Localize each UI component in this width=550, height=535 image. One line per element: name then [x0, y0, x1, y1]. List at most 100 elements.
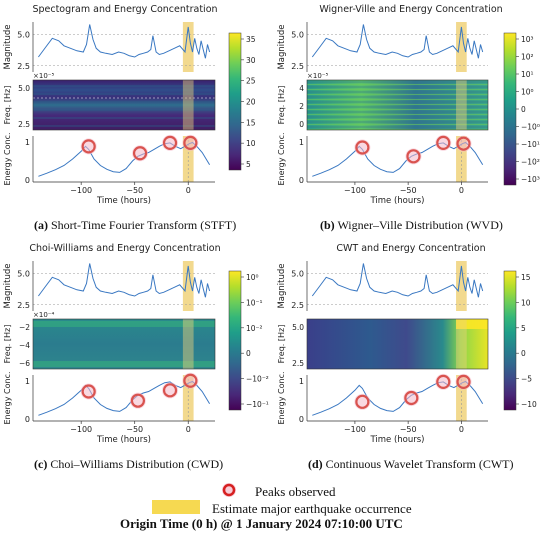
caption-a-text: Short-Time Fourier Transform (STFT) [48, 218, 237, 232]
x-tick-label: 0 [186, 186, 191, 195]
magnitude-tick-label: 2.5 [17, 301, 30, 310]
peak-marker [162, 383, 178, 398]
magnitude-ylabel: Magnitude [3, 24, 13, 69]
magnitude-ylabel: Magnitude [3, 263, 13, 308]
caption-a: (a) Short-Time Fourier Transform (STFT) [34, 218, 236, 233]
estimate-band [182, 136, 194, 182]
estimate-band [456, 261, 467, 311]
colorbar-tick-label: −5 [521, 375, 532, 384]
spectrogram [33, 80, 215, 130]
colorbar-tick-label: −10⁻² [246, 375, 269, 384]
spectrogram-frame [32, 318, 216, 370]
energy-ylabel: Energy Conc. [3, 132, 12, 185]
spectrogram [33, 319, 215, 369]
energy-tick-label: 0 [25, 176, 30, 185]
frequency-tick-label: 5.0 [18, 84, 30, 93]
x-axis-label: Time (hours) [96, 435, 151, 445]
colorbar [503, 270, 517, 411]
frequency-tick-label: 2 [299, 102, 304, 111]
colorbar [228, 270, 242, 411]
frequency-tick-label: 2.5 [292, 359, 304, 368]
peak-marker [436, 374, 451, 389]
frequency-ylabel: Freq. [Hz] [277, 86, 286, 125]
caption-c-text: Choi–Williams Distribution (CWD) [47, 457, 224, 471]
caption-d-text: Continuous Wavelet Transform (CWT) [322, 457, 514, 471]
caption-a-letter: (a) [34, 218, 48, 232]
magnitude-line [37, 263, 211, 298]
x-tick-label: −100 [344, 186, 366, 195]
frequency-exponent: ×10⁻⁵ [33, 72, 54, 80]
energy-tick-label: 0 [299, 176, 304, 185]
energy-tick-label: 1 [299, 377, 304, 386]
peak-marker [404, 390, 419, 406]
estimate-band [182, 22, 194, 72]
spectrogram-band [33, 321, 215, 327]
panel-stft: Spectogram and Energy Concentration 2.5 5.… [3, 4, 256, 206]
estimate-band [182, 261, 194, 311]
caption-d: (d) Continuous Wavelet Transform (CWT) [308, 457, 513, 472]
colorbar-tick-label: 10⁰ [521, 88, 534, 97]
frequency-exponent: ×10⁻⁴ [33, 311, 54, 319]
x-tick-label: 0 [459, 186, 464, 195]
colorbar-tick-label: −10⁰ [521, 123, 540, 132]
colorbar-tick-label: 10⁰ [246, 273, 259, 282]
magnitude-line [37, 24, 211, 59]
peak-marker [81, 139, 96, 154]
energy-ylabel: Energy Conc. [277, 132, 286, 185]
frequency-tick-label: −4 [19, 341, 30, 350]
colorbar-tick-label: 15 [246, 118, 256, 127]
peak-marker [132, 146, 148, 161]
x-axis-label: Time (hours) [96, 196, 151, 206]
estimate-band [182, 375, 194, 421]
energy-ylabel: Energy Conc. [277, 371, 286, 424]
frequency-ylabel: Freq. [Hz] [3, 86, 12, 125]
colorbar-tick-label: 0 [521, 105, 526, 114]
caption-b-text: Wigner–Ville Distribution (WVD) [334, 218, 503, 232]
estimate-band [456, 319, 467, 369]
origin-time-label: Origin Time (0 h) @ 1 January 2024 07:10… [120, 516, 403, 531]
peak-marker [162, 135, 178, 150]
spectrogram-frame [306, 79, 489, 131]
colorbar-tick-label: 10² [521, 53, 534, 62]
x-tick-label: −50 [400, 186, 417, 195]
colorbar-tick-label: −10³ [521, 175, 540, 184]
energy-tick-label: 0 [25, 415, 30, 424]
colorbar-tick-label: 30 [246, 56, 256, 65]
frequency-tick-label: 4 [299, 84, 304, 93]
x-tick-label: 0 [459, 425, 464, 434]
magnitude-ylabel: Magnitude [277, 24, 287, 69]
colorbar-tick-label: 10⁻¹ [246, 298, 263, 307]
magnitude-tick-label: 5.0 [17, 31, 30, 40]
peak-marker [456, 374, 471, 389]
colorbar-tick-label: 10¹ [521, 70, 534, 79]
caption-d-letter: (d) [308, 457, 323, 471]
caption-b: (b) Wigner–Ville Distribution (WVD) [320, 218, 503, 233]
peak-marker [456, 136, 471, 151]
colorbar-tick-label: 25 [246, 77, 256, 86]
frequency-ylabel: Freq. [Hz] [277, 325, 286, 364]
caption-c-letter: (c) [34, 457, 48, 471]
colorbar-tick-label: 35 [246, 35, 256, 44]
x-tick-label: −100 [70, 425, 92, 434]
x-tick-label: −100 [344, 425, 366, 434]
panel-title: Wigner-Ville and Energy Concentration [319, 4, 502, 15]
colorbar-tick-label: 5 [246, 160, 251, 169]
magnitude-line [311, 24, 484, 59]
frequency-tick-label: 5.0 [292, 323, 304, 332]
peak-marker [406, 149, 421, 164]
legend-peaks-label: Peaks observed [255, 484, 336, 499]
legend-estimate-label: Estimate major earthquake occurrence [212, 501, 412, 516]
magnitude-line [311, 263, 484, 298]
colorbar-tick-label: 20 [246, 98, 256, 107]
energy-tick-label: 1 [25, 377, 30, 386]
frequency-tick-label: 0 [299, 120, 304, 129]
x-tick-label: −50 [126, 186, 143, 195]
colorbar-tick-label: 0 [521, 349, 526, 358]
peak-marker [183, 373, 198, 388]
estimate-band [182, 319, 194, 369]
frequency-exponent: ×10⁻⁵ [307, 72, 328, 80]
frequency-tick-label: 2.5 [18, 120, 30, 129]
colorbar-tick-label: 0 [246, 349, 251, 358]
energy-ylabel: Energy Conc. [3, 371, 12, 424]
colorbar-tick-label: −10 [521, 400, 537, 409]
